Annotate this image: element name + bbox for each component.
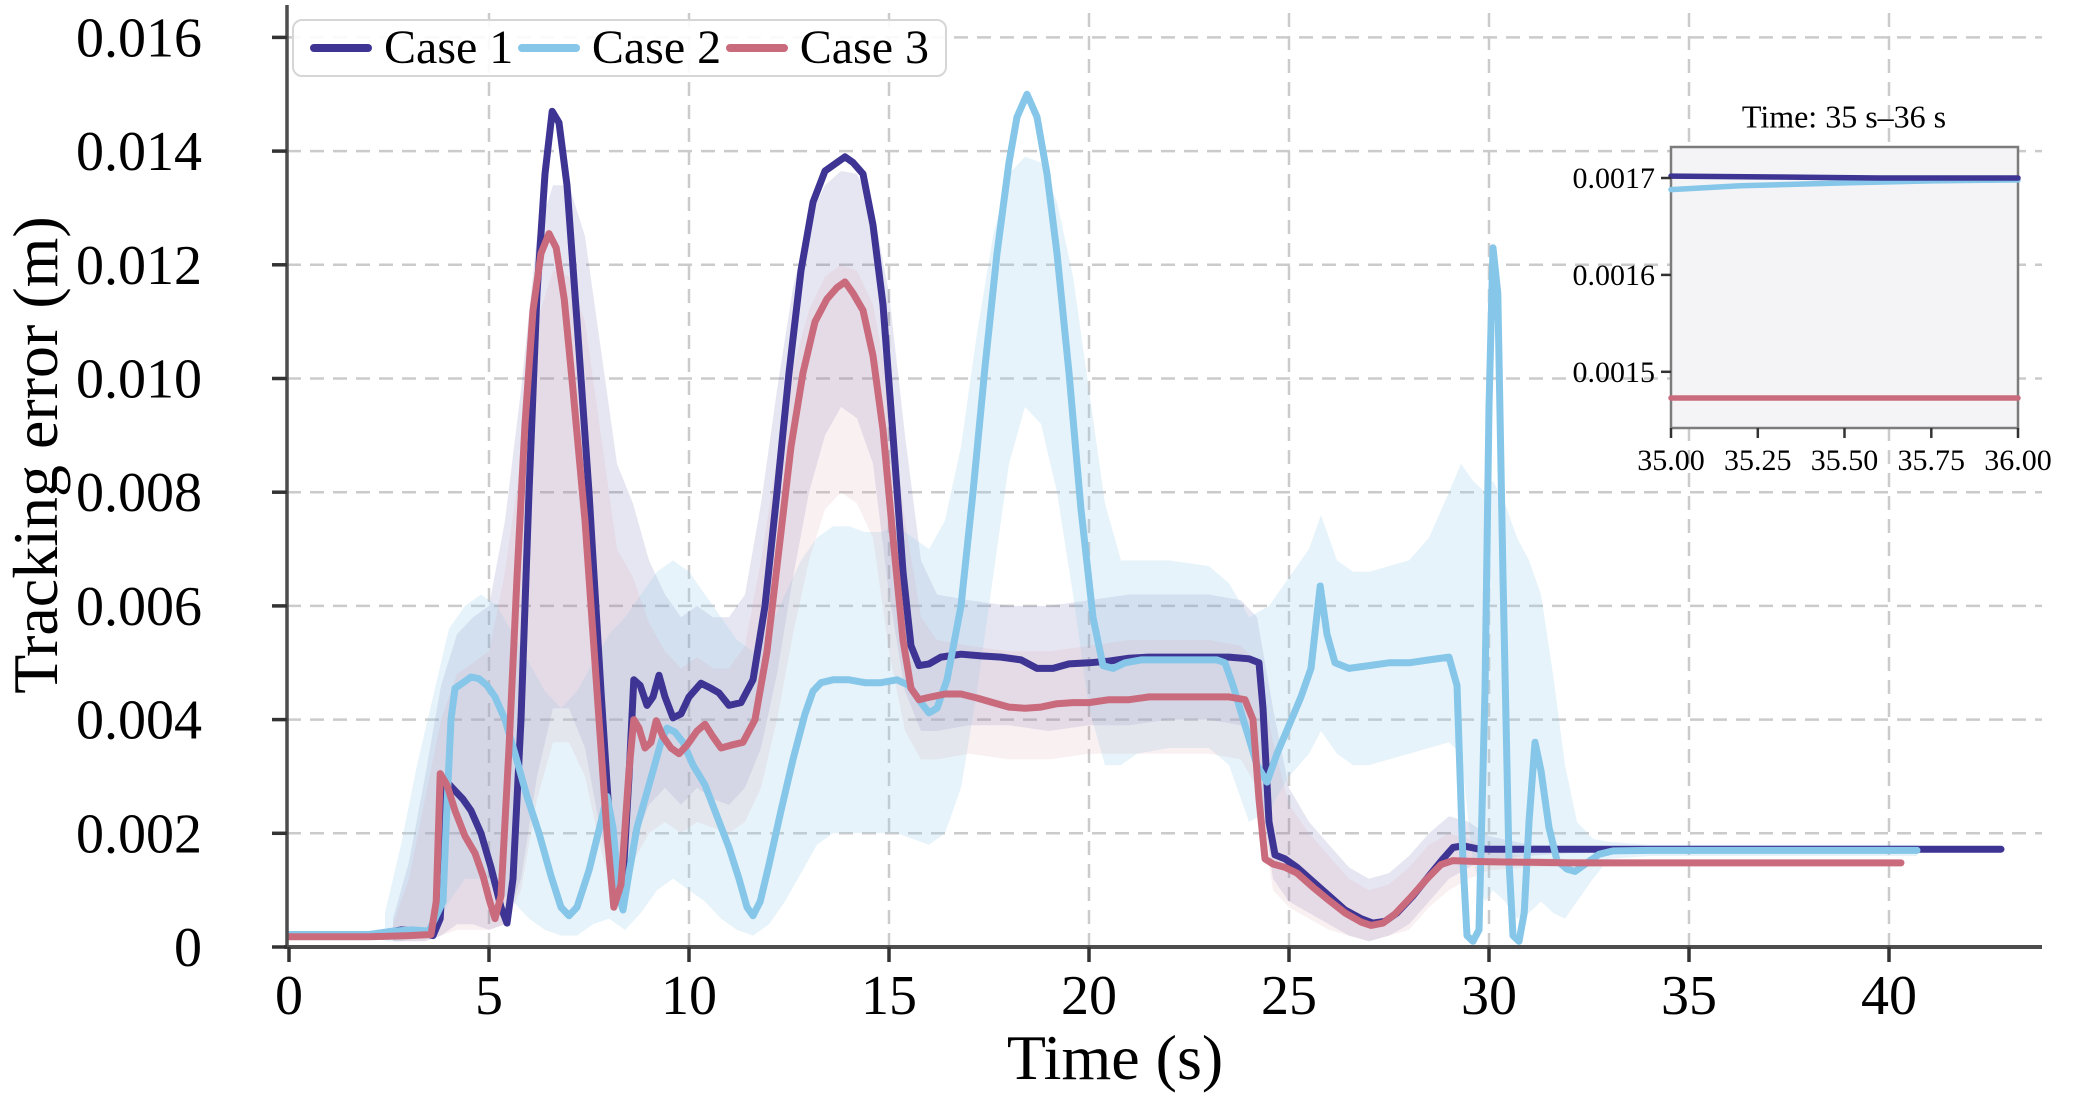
legend-label-case-3: Case 3 <box>799 21 929 74</box>
case-1-band <box>393 171 2001 942</box>
inset-y-tick-label: 0.0016 <box>1573 259 1656 292</box>
series-lines <box>285 90 2005 945</box>
y-tick-label: 0.014 <box>76 121 202 183</box>
x-tick-label: 20 <box>1061 965 1117 1027</box>
legend-label-case-2: Case 2 <box>591 21 722 74</box>
x-tick-label: 35 <box>1661 965 1717 1027</box>
legend-item-case-3: Case 3 <box>725 21 929 74</box>
x-tick-label: 40 <box>1861 965 1917 1027</box>
x-tick-label: 15 <box>861 965 917 1027</box>
inset-x-tick-label: 35.75 <box>1898 444 1966 477</box>
y-tick-label: 0.006 <box>76 576 202 638</box>
inset-frame <box>1669 145 2020 430</box>
y-tick-label: 0.012 <box>76 235 202 297</box>
y-tick-label: 0 <box>174 917 202 979</box>
legend-item-case-2: Case 2 <box>517 21 722 74</box>
x-tick-label: 5 <box>475 965 503 1027</box>
x-tick-label: 10 <box>661 965 717 1027</box>
case-3-band <box>393 264 1901 942</box>
y-tick-label: 0.002 <box>76 803 202 865</box>
legend-label-case-1: Case 1 <box>384 21 514 74</box>
x-axis-label: Time (s) <box>1006 1022 1224 1093</box>
case-2-line <box>285 90 1921 945</box>
x-tick-label: 30 <box>1461 965 1517 1027</box>
y-tick-label: 0.010 <box>76 349 202 411</box>
y-tick-label: 0.004 <box>76 690 202 752</box>
axes: 0 5 10 15 20 25 30 35 40 0 0.002 0.004 0.006 0.008 0.0… <box>76 5 2042 1027</box>
inset-y-tick-label: 0.0017 <box>1573 162 1656 195</box>
y-tick-label: 0.016 <box>76 7 202 69</box>
x-tick-label: 25 <box>1261 965 1317 1027</box>
legend-swatch-case-3 <box>725 44 788 52</box>
inset-x-tick-label: 35.00 <box>1637 444 1705 477</box>
legend-swatch-case-1 <box>310 44 372 52</box>
legend-swatch-case-2 <box>517 44 580 52</box>
chart-legend: Case 1 Case 2 Case 3 <box>292 19 947 77</box>
inset-x-tick-label: 36.00 <box>1984 444 2052 477</box>
inset-x-tick-label: 35.25 <box>1724 444 1792 477</box>
inset-y-tick-label: 0.0015 <box>1573 356 1656 389</box>
inset-x-tick-label: 35.50 <box>1811 444 1879 477</box>
case-3-line <box>285 230 1905 941</box>
legend-item-case-1: Case 1 <box>310 24 513 72</box>
y-axis-label: Tracking error (m) <box>0 216 71 694</box>
inset-panel: 35.00 35.25 35.50 35.75 36.00 0.0015 0.0016 0.0… <box>1573 145 2052 477</box>
x-tick-label: 0 <box>275 965 303 1027</box>
inset-case-1-line <box>1668 173 2021 181</box>
inset-title: Time: 35 s–36 s <box>1741 98 1947 135</box>
y-tick-label: 0.008 <box>76 462 202 524</box>
